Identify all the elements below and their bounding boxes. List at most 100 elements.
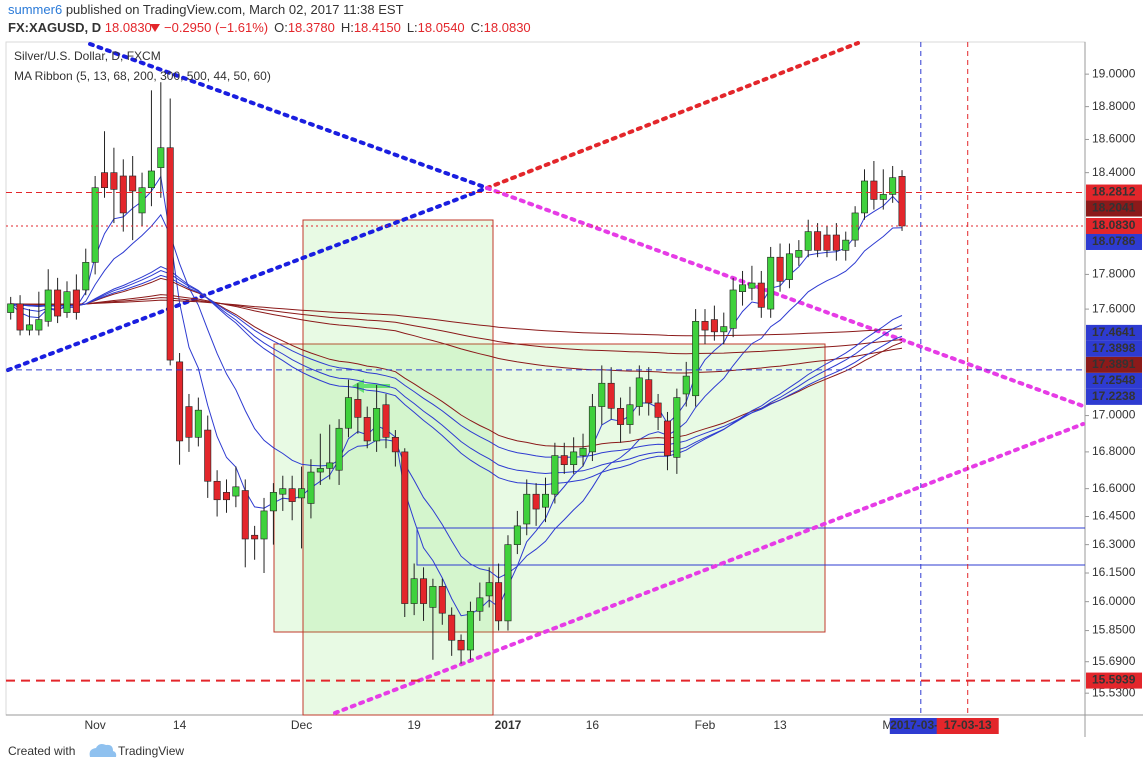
candle-body — [785, 253, 793, 280]
candle-body — [232, 486, 240, 497]
ma-line — [10, 297, 903, 355]
price-tag-label: 17.3891 — [1092, 357, 1136, 371]
time-marker-label: 2017-03-06 — [890, 718, 952, 732]
candle-body — [25, 324, 33, 331]
candle-body — [382, 404, 390, 438]
y-tick-label: 18.6000 — [1092, 132, 1136, 146]
candle-body — [682, 375, 690, 395]
y-tick-label: 15.8500 — [1092, 623, 1136, 637]
candle-body — [898, 176, 906, 227]
y-tick-label: 16.3000 — [1092, 537, 1136, 551]
ma-line — [10, 175, 903, 617]
logo — [89, 744, 117, 757]
candle-body — [147, 170, 155, 188]
price-tag — [1086, 200, 1142, 217]
price-tag — [1086, 356, 1142, 373]
candle-body — [757, 282, 765, 308]
candle-body — [279, 488, 287, 495]
ohlc-value: 18.3780 — [288, 20, 335, 35]
candle-body — [729, 289, 737, 329]
change-line: −0.2950 (−1.61%) O:18.3780 H:18.4150 L:18.0… — [164, 20, 531, 35]
price-tag — [1086, 217, 1142, 234]
trend-line[interactable] — [333, 422, 1085, 715]
candle-body — [110, 172, 118, 190]
x-tick-label: 14 — [173, 718, 187, 732]
candle-body — [241, 490, 249, 540]
y-tick-label: 16.8000 — [1092, 444, 1136, 458]
candle-body — [823, 234, 831, 251]
candle-body — [7, 303, 15, 313]
candle-body — [344, 397, 352, 429]
candle-body — [635, 377, 643, 407]
x-tick-label: Feb — [695, 718, 716, 732]
y-tick-label: 18.4000 — [1092, 165, 1136, 179]
published-note: published on TradingView.com, March 02, … — [66, 2, 404, 17]
zone-rectangle[interactable] — [273, 343, 826, 633]
y-tick-label: 15.5300 — [1092, 685, 1136, 699]
candle-body — [739, 284, 747, 293]
price-tag — [1086, 672, 1142, 689]
candle-body — [851, 212, 859, 241]
y-tick-label: 17.8000 — [1092, 267, 1136, 281]
symbol-line: FX:XAGUSD, D 18.0830 — [8, 20, 152, 35]
trend-line[interactable] — [88, 42, 489, 190]
footer-created: Created with — [8, 744, 75, 758]
y-tick-label: 16.6000 — [1092, 481, 1136, 495]
last-price: 18.0830 — [105, 20, 152, 35]
time-marker-box — [936, 718, 999, 734]
candle-body — [476, 597, 484, 612]
candle-body — [72, 289, 80, 313]
candle-body — [44, 289, 52, 322]
ma-line — [10, 299, 903, 337]
price-tag — [1086, 372, 1142, 389]
candle-body — [551, 455, 559, 495]
candle-body — [861, 180, 869, 214]
trend-line[interactable] — [485, 186, 1085, 408]
candle-body — [570, 451, 578, 466]
candle-body — [269, 492, 277, 512]
change: −0.2950 (−1.61%) — [164, 20, 268, 35]
candle-body — [298, 488, 306, 499]
price-tag-label: 18.0830 — [1092, 218, 1136, 232]
candle-body — [485, 582, 493, 597]
candle-body — [166, 147, 174, 361]
price-tag — [1086, 324, 1142, 341]
candle-body — [101, 172, 109, 188]
candle-body — [401, 451, 409, 604]
candle-body — [119, 175, 127, 214]
price-tag-label: 18.2812 — [1092, 185, 1136, 199]
candle-body — [579, 447, 587, 456]
candle-body — [391, 437, 399, 453]
candle-body — [288, 488, 296, 502]
trend-line[interactable] — [485, 41, 860, 190]
y-tick-label: 19.0000 — [1092, 66, 1136, 80]
range-rectangle[interactable] — [416, 527, 1085, 566]
candle-body — [673, 397, 681, 458]
candle-body — [16, 303, 24, 331]
candle-body — [767, 256, 775, 310]
x-tick-label: 16 — [586, 718, 600, 732]
candle-body — [598, 382, 606, 407]
candle-body — [626, 404, 634, 425]
y-tick-label: 17.0000 — [1092, 408, 1136, 422]
drawings — [6, 41, 1085, 716]
y-tick-label: 16.4500 — [1092, 509, 1136, 523]
time-marker-label: 17-03-13 — [944, 718, 992, 732]
candle-body — [185, 406, 193, 438]
candle-body — [842, 239, 850, 251]
trend-line[interactable] — [6, 186, 489, 372]
y-tick-label: 16.1500 — [1092, 565, 1136, 579]
candle-body — [138, 187, 146, 214]
ohlc-label: C: — [471, 20, 484, 35]
candle-body — [373, 408, 381, 442]
y-tick-label: 18.8000 — [1092, 99, 1136, 113]
candle-body — [720, 326, 728, 333]
candle-body — [316, 468, 324, 473]
price-tag-label: 17.3898 — [1092, 341, 1136, 355]
candle-body — [448, 614, 456, 641]
candle-body — [457, 639, 465, 651]
author[interactable]: summer6 — [8, 2, 62, 17]
ma-line — [10, 213, 903, 579]
footer-brand[interactable]: TradingView — [118, 744, 184, 758]
